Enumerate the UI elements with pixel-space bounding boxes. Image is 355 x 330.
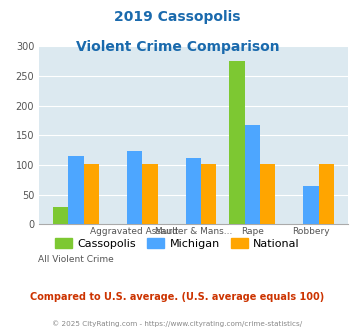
Bar <box>142 164 158 224</box>
Text: © 2025 CityRating.com - https://www.cityrating.com/crime-statistics/: © 2025 CityRating.com - https://www.city… <box>53 321 302 327</box>
Bar <box>186 158 201 224</box>
Text: 2019 Cassopolis: 2019 Cassopolis <box>114 10 241 24</box>
Bar <box>303 186 318 224</box>
Bar <box>260 164 275 224</box>
Bar <box>318 164 334 224</box>
Bar <box>69 156 84 224</box>
Text: Compared to U.S. average. (U.S. average equals 100): Compared to U.S. average. (U.S. average … <box>31 292 324 302</box>
Legend: Cassopolis, Michigan, National: Cassopolis, Michigan, National <box>51 234 304 253</box>
Bar <box>229 61 245 224</box>
Bar <box>201 164 217 224</box>
Text: All Violent Crime: All Violent Crime <box>38 255 114 264</box>
Bar <box>53 207 69 224</box>
Text: Violent Crime Comparison: Violent Crime Comparison <box>76 40 279 53</box>
Bar <box>245 125 260 224</box>
Bar <box>127 151 142 224</box>
Bar <box>84 164 99 224</box>
